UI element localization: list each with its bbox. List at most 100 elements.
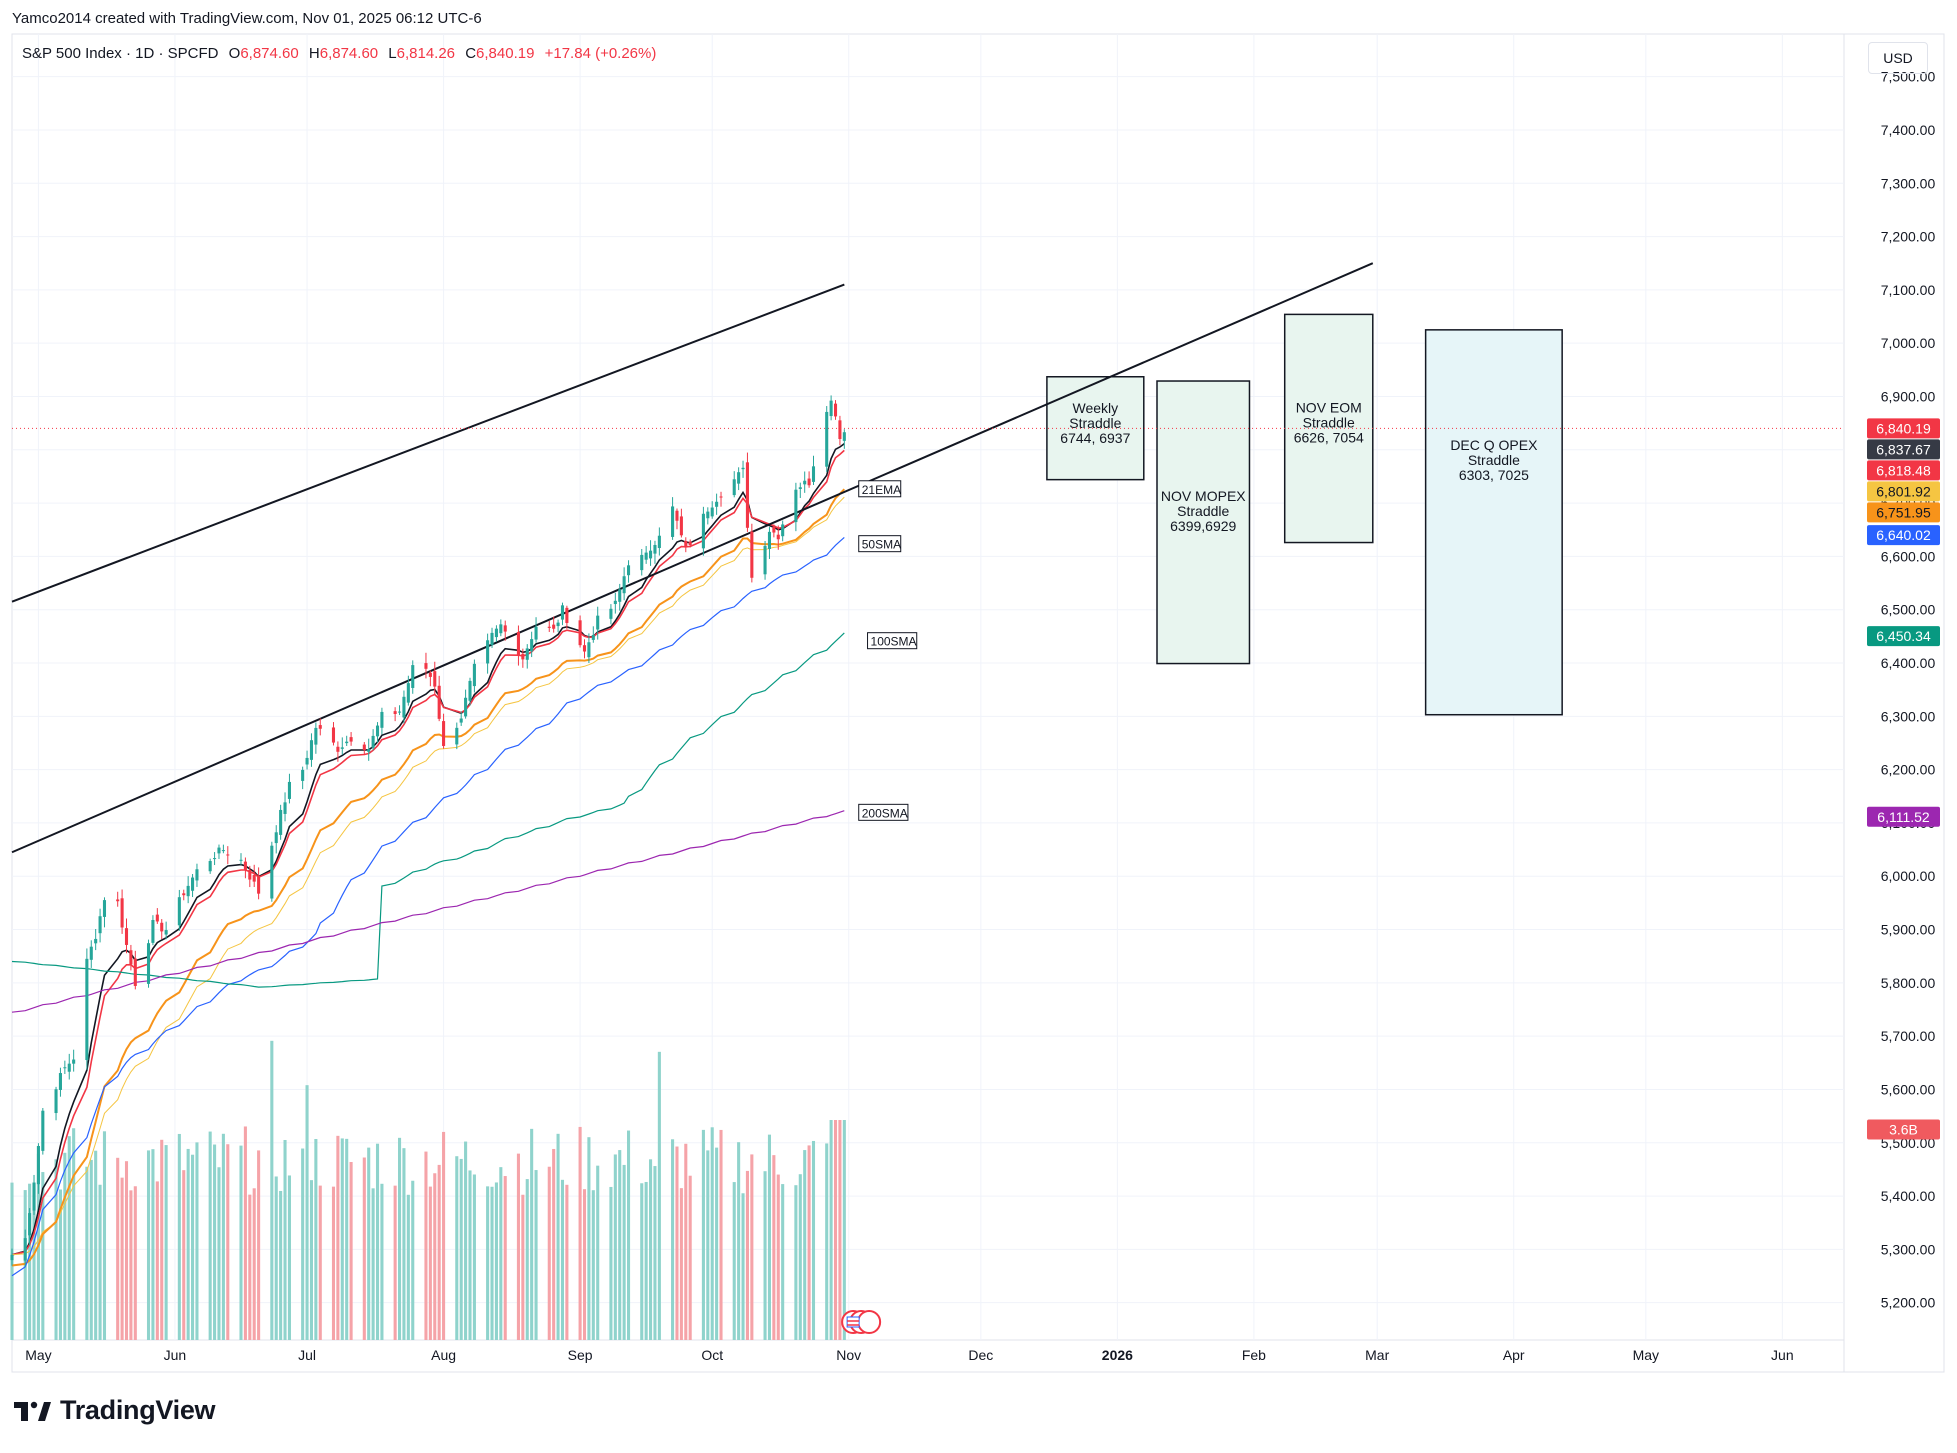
candle-body (120, 898, 124, 928)
event-flags[interactable] (841, 1310, 882, 1334)
volume-bar (191, 1154, 195, 1340)
price-badge (1867, 806, 1940, 827)
volume-bar (640, 1183, 644, 1340)
dec-q-opex-straddle-label: 6303, 7025 (1459, 467, 1529, 483)
volume-bar (151, 1149, 155, 1340)
price-tick-label: 5,700.00 (1881, 1028, 1936, 1044)
volume-bar (767, 1134, 772, 1340)
candle-body (732, 479, 736, 496)
time-tick-label: Nov (836, 1347, 861, 1363)
price-badge-text: 6,837.67 (1876, 441, 1931, 457)
candle-body (494, 628, 498, 638)
candle-body (433, 671, 437, 687)
volume-bar (146, 1150, 151, 1340)
volume-bar (397, 1137, 402, 1340)
volume-bar (124, 1161, 129, 1340)
price-tick-label: 7,400.00 (1881, 122, 1936, 138)
candle-body (362, 744, 366, 750)
price-tick-label: 7,300.00 (1881, 175, 1936, 191)
candle-body (124, 928, 129, 945)
volume-bar (72, 1128, 76, 1340)
volume-bar (433, 1173, 437, 1340)
candle-body (226, 854, 230, 856)
tradingview-logo[interactable]: TradingView (14, 1395, 216, 1426)
overlay-labels: 21EMA 50SMA 100SMA 200SMA (858, 480, 918, 821)
trend-lines[interactable] (11, 262, 1844, 854)
nov-eom-straddle-label: Straddle (1303, 414, 1355, 430)
candle-body (85, 958, 89, 1061)
volume-bar (85, 1166, 89, 1340)
weekly-straddle-label: 6744, 6937 (1060, 430, 1130, 446)
candle-body (98, 916, 102, 934)
candle-body (459, 718, 463, 723)
price-tick-label: 6,400.00 (1881, 655, 1936, 671)
symbol-legend[interactable]: S&P 500 Index · 1D · SPCFD O6,874.60 H6,… (22, 45, 656, 62)
candle-body (287, 781, 291, 799)
price-badge-text: 3.6B (1889, 1121, 1918, 1137)
volume-bar (287, 1175, 291, 1340)
nov-mopex-straddle-label: NOV MOPEX (1161, 488, 1246, 504)
price-axis[interactable]: 7,500.00 7,400.00 7,300.00 7,200.00 7,100.00… (1881, 69, 1936, 1311)
volume-bars (10, 1040, 846, 1340)
volume-bar (155, 1181, 159, 1340)
volume-bar (499, 1167, 503, 1340)
candle-body (781, 524, 785, 537)
high-label: H (308, 45, 320, 62)
overlay-label-box (858, 480, 902, 498)
volume-bar (309, 1180, 314, 1340)
volume-bar (490, 1186, 494, 1340)
sma200-line (11, 810, 845, 1013)
volume-bar (591, 1190, 595, 1340)
tradingview-logo-icon (14, 1401, 51, 1421)
volume-bar (596, 1165, 600, 1340)
volume-bar (803, 1150, 807, 1340)
volume-bar (701, 1129, 705, 1340)
candle-body (164, 930, 168, 935)
price-badge (1867, 481, 1940, 502)
candle-body (556, 622, 560, 627)
candle-body (767, 531, 772, 549)
volume-bar (406, 1194, 410, 1340)
volume-bar (776, 1174, 780, 1340)
currency-button[interactable]: USD (1868, 42, 1928, 74)
price-badge (1867, 418, 1940, 439)
candle-body (464, 697, 468, 717)
candle-body (195, 869, 199, 881)
price-badge-text: 6,751.95 (1876, 504, 1931, 520)
volume-bar (120, 1177, 124, 1340)
candle-body (102, 900, 107, 917)
volume-bar (684, 1143, 688, 1340)
candle-body (530, 639, 534, 652)
nov-mopex-straddle-label: Straddle (1177, 503, 1229, 519)
upper-channel-line (11, 283, 845, 603)
price-tick-label: 6,600.00 (1881, 548, 1936, 564)
candle-body (336, 746, 340, 752)
volume-bar (750, 1154, 754, 1340)
price-tick-label: 5,800.00 (1881, 975, 1936, 991)
candle-body (72, 1059, 76, 1064)
price-tick-label: 5,300.00 (1881, 1241, 1936, 1257)
volume-bar (340, 1138, 344, 1340)
high-value: 6,874.60 (319, 45, 379, 62)
volume-bar (221, 1133, 225, 1340)
candle-body (221, 850, 225, 852)
candle-body (701, 513, 705, 549)
candle-body (684, 540, 688, 548)
volume-bar (98, 1184, 102, 1340)
volume-bar (618, 1150, 622, 1340)
volume-bar (375, 1143, 380, 1340)
volume-bar (442, 1131, 446, 1340)
candle-body (94, 938, 98, 944)
volume-bar (494, 1182, 498, 1340)
volume-bar (671, 1139, 675, 1340)
volume-bar (226, 1144, 230, 1340)
candle-body (547, 626, 551, 628)
volume-bar (133, 1186, 137, 1340)
time-axis[interactable]: May Jun Jul Aug Sep Oct Nov Dec 2026 Feb Mar Apr May… (25, 1347, 1793, 1363)
candle-body (375, 725, 380, 737)
candle-body (772, 526, 776, 533)
volume-bar (649, 1159, 653, 1340)
price-tick-label: 7,000.00 (1881, 335, 1936, 351)
